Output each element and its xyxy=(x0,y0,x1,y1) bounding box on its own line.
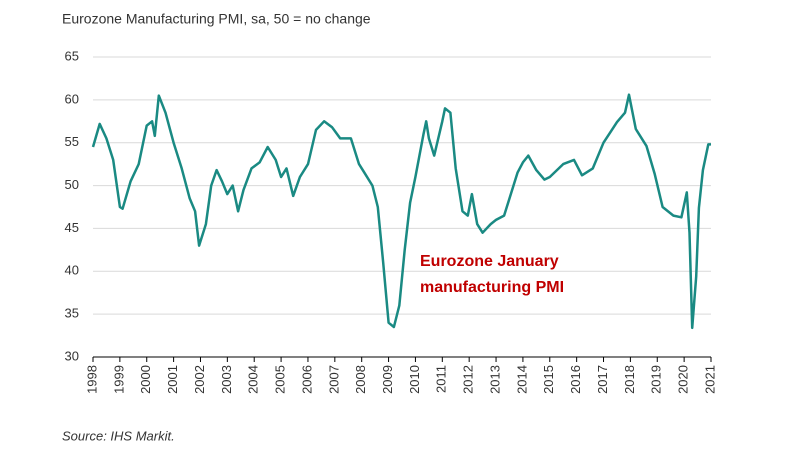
x-tick-label: 2018 xyxy=(622,365,637,394)
annotation: Eurozone January xyxy=(420,253,559,270)
y-tick-label: 30 xyxy=(65,348,79,363)
x-tick-label: 2007 xyxy=(326,365,341,394)
x-tick-label: 1999 xyxy=(111,365,126,394)
x-tick-label: 2016 xyxy=(568,365,583,394)
annotation: manufacturing PMI xyxy=(420,279,564,296)
x-tick-label: 2004 xyxy=(246,365,261,394)
y-tick-label: 55 xyxy=(65,134,79,149)
data-line xyxy=(91,93,711,330)
x-tick-label: 1998 xyxy=(84,365,99,394)
x-tick-label: 2003 xyxy=(219,365,234,394)
x-tick-label: 2010 xyxy=(407,365,422,394)
x-tick-label: 2013 xyxy=(487,365,502,394)
x-tick-label: 2006 xyxy=(299,365,314,394)
chart-title: Eurozone Manufacturing PMI, sa, 50 = no … xyxy=(62,11,371,27)
x-tick-label: 2011 xyxy=(434,365,449,393)
x-tick-label: 2015 xyxy=(541,365,556,394)
x-tick-label: 2002 xyxy=(192,365,207,394)
x-tick-label: 2001 xyxy=(165,365,180,394)
x-tick-label: 2008 xyxy=(353,365,368,394)
x-tick-label: 2017 xyxy=(595,365,610,394)
x-tick-label: 2019 xyxy=(649,365,664,394)
y-tick-label: 60 xyxy=(65,91,79,106)
y-tick-label: 50 xyxy=(65,177,79,192)
x-tick-label: 2014 xyxy=(514,365,529,394)
y-tick-label: 40 xyxy=(65,263,79,278)
y-tick-label: 65 xyxy=(65,48,79,63)
x-tick-label: 2020 xyxy=(676,365,691,394)
x-tick-label: 2005 xyxy=(273,365,288,394)
x-tick-label: 2009 xyxy=(380,365,395,394)
y-tick-label: 45 xyxy=(65,220,79,235)
y-tick-label: 35 xyxy=(65,306,79,321)
x-tick-label: 2012 xyxy=(461,365,476,394)
x-tick-label: 2000 xyxy=(138,365,153,394)
source: Source: IHS Markit. xyxy=(62,428,175,443)
x-tick-label: 2021 xyxy=(702,365,717,394)
